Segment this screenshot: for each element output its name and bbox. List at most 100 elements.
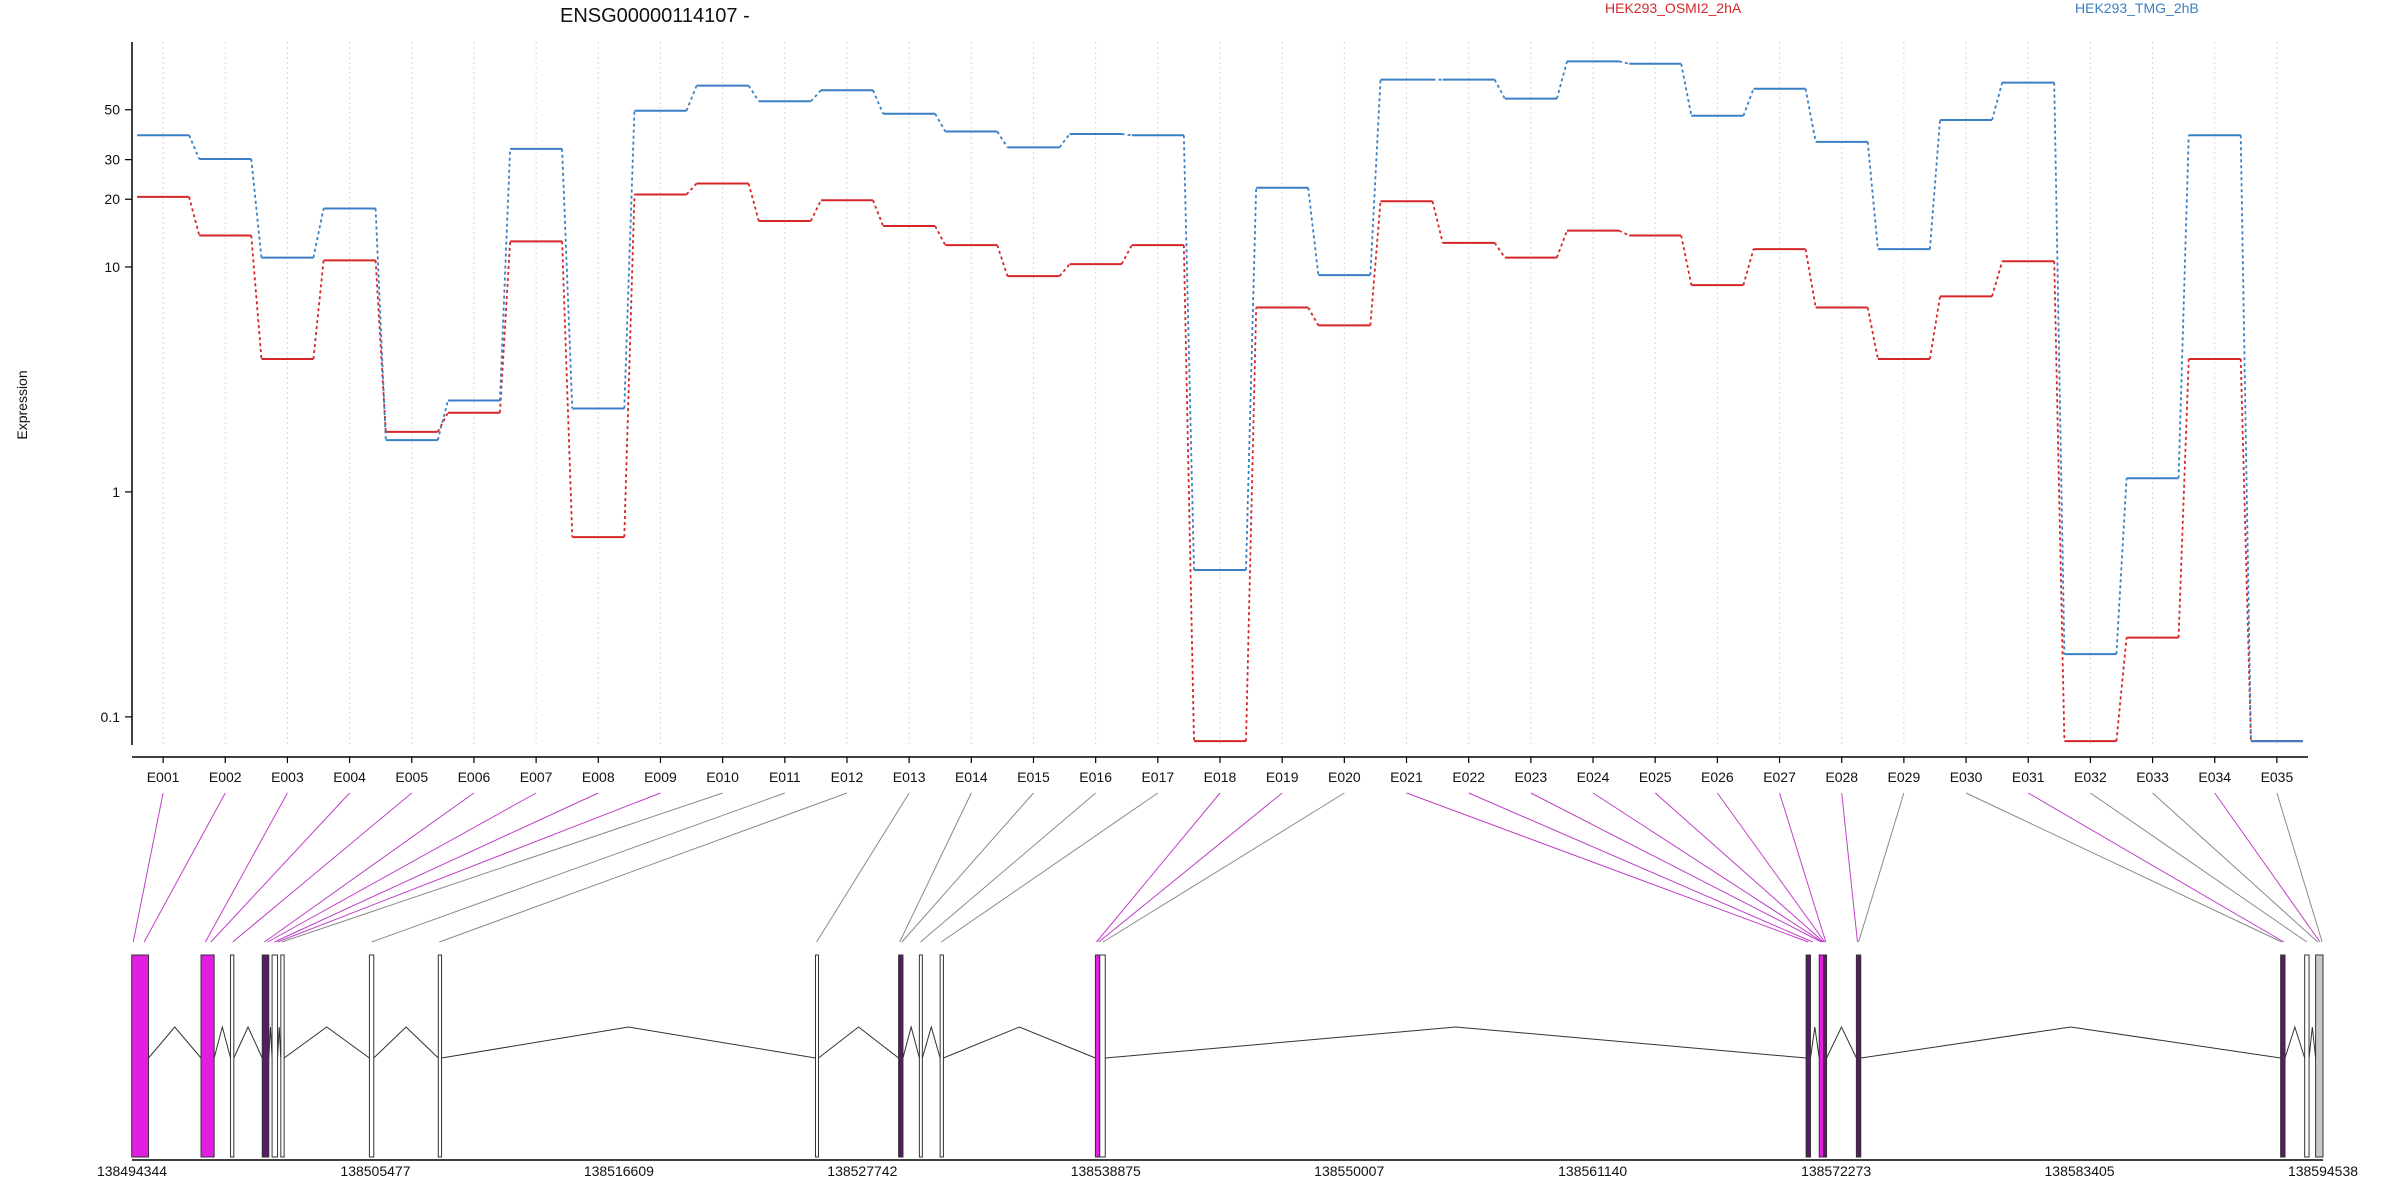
series-connector (1928, 119, 1941, 250)
connector-E015 (901, 792, 1034, 943)
intron (1809, 1026, 1820, 1059)
series-connector (685, 182, 698, 196)
series-connector (1991, 82, 2004, 121)
series-connector (499, 241, 512, 413)
x-tick-label: E011 (769, 769, 801, 785)
gene-model-track: 138494344 138505477 138516609 138527742 1385… (97, 954, 2358, 1179)
exon-block (2280, 954, 2286, 1158)
connector-E004 (210, 792, 350, 943)
series-connector (1804, 248, 1817, 308)
series-connector (1182, 245, 1195, 742)
y-tick-label: 1 (112, 484, 120, 500)
exon-block (437, 954, 443, 1158)
series-connector (1369, 201, 1382, 326)
series-connector (747, 183, 760, 222)
series-connector (1369, 79, 1382, 276)
exon-block (2304, 954, 2310, 1158)
connector-E034 (2214, 792, 2321, 943)
series-connector (1120, 244, 1133, 265)
exon-block (200, 954, 215, 1158)
x-tick-label: E022 (1452, 769, 1485, 785)
x-tick-label: E034 (2198, 769, 2231, 785)
connector-E024 (1592, 792, 1823, 943)
intron (2284, 1025, 2306, 1059)
series-connector (1493, 79, 1506, 100)
x-tick-label: E020 (1328, 769, 1361, 785)
series-connector (1245, 187, 1258, 570)
series-connector (1742, 88, 1755, 117)
series-connector (2239, 135, 2252, 742)
connector-E009 (277, 792, 661, 943)
x-tick-label: E016 (1079, 769, 1112, 785)
genomic-axis-label: 138505477 (340, 1163, 410, 1179)
x-tick-label: E028 (1825, 769, 1858, 785)
exon-block (271, 954, 279, 1158)
x-tick-label: E004 (333, 769, 366, 785)
intron (943, 1026, 1096, 1059)
genomic-axis-label: 138572273 (1801, 1163, 1871, 1179)
x-tick-label: E015 (1017, 769, 1050, 785)
series-connector (1555, 61, 1568, 99)
connector-E013 (816, 792, 910, 943)
connector-E033 (2152, 792, 2319, 943)
connector-E022 (1468, 792, 1813, 943)
y-tick-label: 0.1 (101, 709, 121, 725)
y-tick-label: 10 (104, 259, 120, 275)
series-connector (1928, 296, 1941, 360)
series-connector (2053, 82, 2066, 655)
x-tick-label: E012 (831, 769, 864, 785)
x-tick-label: E010 (706, 769, 739, 785)
series-connector (1680, 235, 1693, 286)
x-tick-label: E008 (582, 769, 615, 785)
series-connector (810, 89, 822, 102)
series-connector (250, 235, 263, 360)
connector-E007 (267, 792, 537, 943)
connector-E018 (1096, 792, 1221, 943)
series-connector (312, 260, 325, 360)
connector-E011 (371, 792, 785, 943)
intron (268, 1026, 273, 1059)
series-connector (436, 412, 449, 433)
series-connector (436, 400, 449, 441)
connector-E008 (274, 792, 599, 943)
series-connector (1307, 187, 1320, 276)
connector-E014 (899, 792, 972, 943)
exon-connector-lines (132, 792, 2323, 943)
connector-E003 (204, 792, 288, 943)
exon-block (368, 954, 375, 1158)
series-connector (2115, 478, 2128, 655)
connector-E027 (1779, 792, 1827, 943)
series-connector (1058, 263, 1071, 277)
series-connector (1991, 261, 2004, 297)
exon-block (280, 954, 285, 1158)
series-connector (188, 196, 201, 236)
exon-block (2315, 954, 2324, 1158)
x-tick-label: E001 (147, 769, 180, 785)
intron (921, 1025, 941, 1059)
series-connector (1866, 307, 1879, 360)
connector-E012 (439, 792, 848, 943)
connector-E030 (1965, 792, 2282, 943)
series-connector (1742, 248, 1755, 286)
series-connector (1245, 307, 1258, 742)
connector-E019 (1098, 792, 1283, 943)
intron (283, 1026, 370, 1059)
connector-E016 (920, 792, 1096, 943)
x-tick-label: E033 (2136, 769, 2169, 785)
connector-E021 (1406, 792, 1809, 943)
y-tick-label: 30 (104, 152, 120, 168)
exon-block (261, 954, 270, 1158)
legend-entry-series-2: HEK293_TMG_2hB (2075, 0, 2199, 16)
x-tick-label: E027 (1763, 769, 1796, 785)
x-tick-label: E035 (2261, 769, 2294, 785)
exon-block (939, 954, 944, 1158)
intron (1105, 1026, 1807, 1059)
series-connector (1493, 242, 1506, 259)
series-connector (1680, 63, 1693, 116)
connector-E005 (232, 792, 413, 943)
series-connector (747, 85, 760, 102)
x-tick-label: E009 (644, 769, 677, 785)
series-connector (1556, 230, 1568, 258)
series-connector (1182, 135, 1195, 570)
